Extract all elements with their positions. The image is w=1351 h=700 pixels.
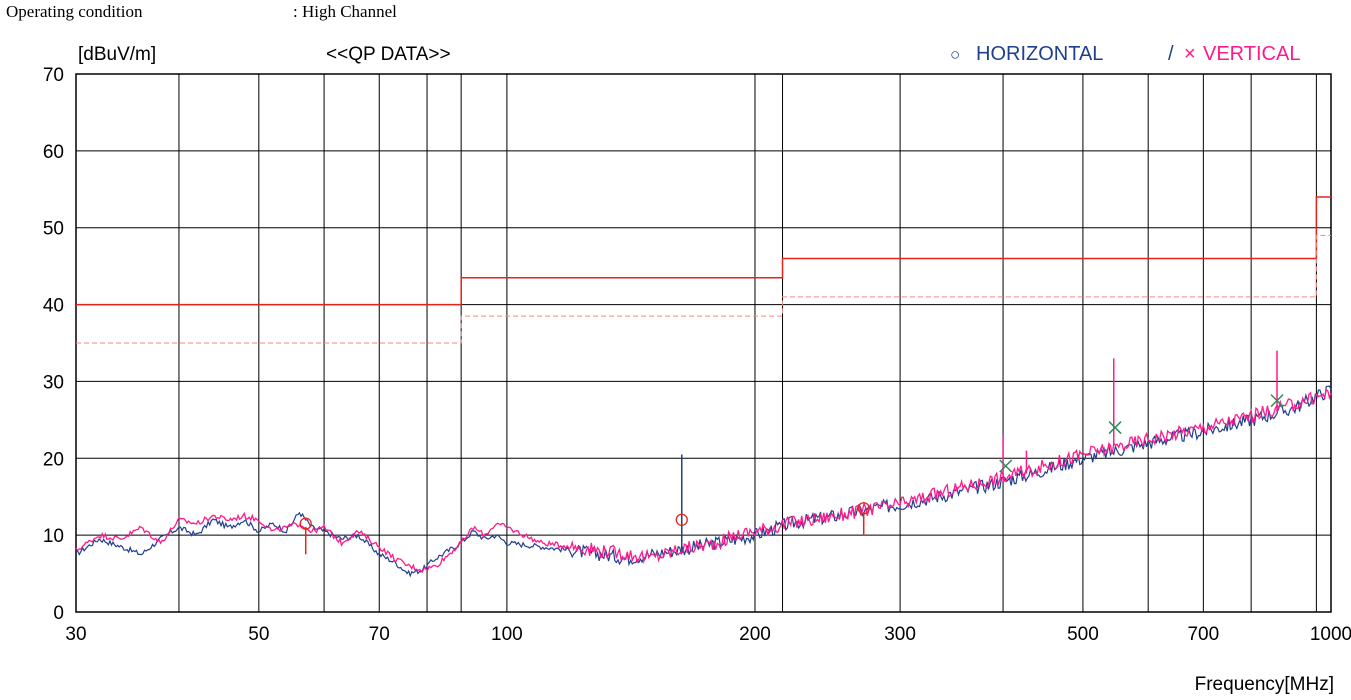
y-tick-label: 60 — [43, 142, 64, 163]
x-tick-label: 200 — [739, 624, 771, 645]
legend-vertical-label: VERTICAL — [1203, 43, 1300, 65]
qp-circle-marker — [675, 513, 688, 526]
limit-line-solid — [76, 196, 1331, 306]
qp-cross-stroke — [999, 459, 1013, 473]
x-tick-label: 30 — [65, 624, 86, 645]
operating-condition-value: : High Channel — [293, 2, 397, 21]
y-tick-label: 10 — [43, 526, 64, 547]
qp-cross-marker — [999, 459, 1013, 473]
legend-vertical-marker: × — [1184, 43, 1196, 65]
legend-horizontal-label: HORIZONTAL — [976, 43, 1103, 65]
x-tick-label: 300 — [884, 624, 916, 645]
y-tick-label: 70 — [43, 65, 64, 86]
qp-cross-marker — [1108, 421, 1122, 435]
x-tick-label: 50 — [248, 624, 269, 645]
y-tick-label: 50 — [43, 219, 64, 240]
x-tick-label: 700 — [1187, 624, 1219, 645]
y-tick-label: 40 — [43, 296, 64, 317]
y-tick-label: 0 — [53, 603, 64, 624]
legend-separator: / — [1168, 43, 1174, 65]
x-tick-label: 1000 — [1310, 624, 1351, 645]
chart-subtitle: <<QP DATA>> — [326, 44, 451, 65]
y-axis-label: [dBuV/m] — [78, 44, 156, 65]
qp-circle-marker — [857, 502, 870, 515]
y-tick-label: 30 — [43, 372, 64, 393]
qp-cross-stroke — [1270, 394, 1284, 408]
limit-line-dashed — [76, 234, 1331, 344]
x-tick-label: 70 — [369, 624, 390, 645]
x-tick-label: 500 — [1067, 624, 1099, 645]
operating-condition-label: Operating condition — [6, 2, 143, 21]
x-axis-label: Frequency[MHz] — [1195, 674, 1334, 695]
qp-cross-marker — [1270, 394, 1284, 408]
qp-cross-stroke — [1108, 421, 1122, 435]
x-tick-label: 100 — [491, 624, 523, 645]
operating-condition: Operating condition : High Channel — [6, 2, 397, 22]
legend-horizontal-marker: ○ — [950, 45, 960, 64]
series-line-horizontal — [75, 385, 1332, 578]
qp-circle-marker — [299, 517, 312, 530]
series-line-vertical — [75, 388, 1332, 573]
y-tick-label: 20 — [43, 449, 64, 470]
